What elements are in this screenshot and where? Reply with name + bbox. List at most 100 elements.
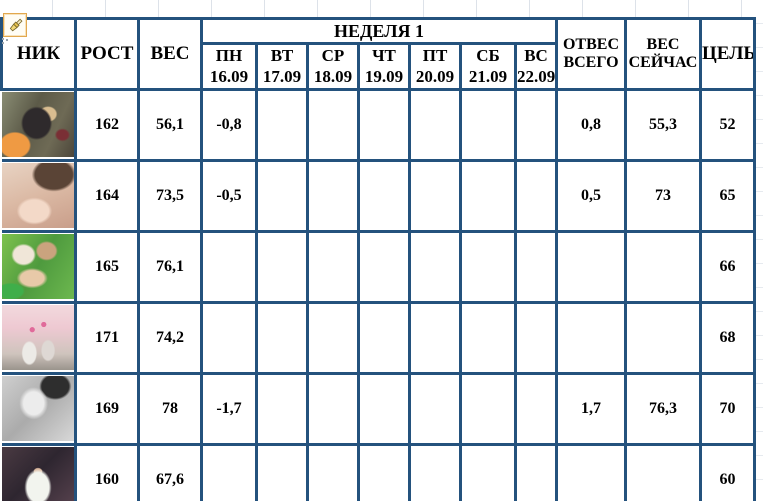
weight-cell[interactable]: 78 [137,371,203,446]
goal-cell[interactable]: 66 [699,229,756,304]
height-cell[interactable]: 162 [74,87,140,162]
height-cell[interactable]: 164 [74,158,140,233]
member-photo-cell[interactable] [1,442,77,501]
day-date: 19.09 [364,67,404,87]
goal-cell[interactable]: 52 [699,87,756,162]
day-cell-fri[interactable] [408,87,462,162]
day-date: 22.09 [517,67,556,87]
day-cell-wed[interactable] [306,87,360,162]
day-cell-tue[interactable] [255,371,309,446]
col-header-goal[interactable]: ЦЕЛЬ [699,17,756,91]
day-cell-sun[interactable] [514,371,558,446]
height-cell[interactable]: 160 [74,442,140,501]
weight-cell[interactable]: 76,1 [137,229,203,304]
day-cell-thu[interactable] [357,87,411,162]
day-header-tue[interactable]: ВТ 17.09 [255,42,309,91]
day-cell-thu[interactable] [357,300,411,375]
weight-now-cell[interactable] [624,300,702,375]
day-cell-mon[interactable]: -1,7 [200,371,258,446]
day-header-mon[interactable]: ПН 16.09 [200,42,258,91]
col-header-total-loss[interactable]: ОТВЕС ВСЕГО [555,17,627,91]
col-header-weight-now[interactable]: ВЕС СЕЙЧАС [624,17,702,91]
col-header-weight[interactable]: ВЕС [137,17,203,91]
col-header-height[interactable]: РОСТ [74,17,140,91]
goal-cell[interactable]: 60 [699,442,756,501]
height-cell[interactable]: 169 [74,371,140,446]
weight-now-cell[interactable]: 55,3 [624,87,702,162]
weight-cell[interactable]: 74,2 [137,300,203,375]
day-cell-wed[interactable] [306,371,360,446]
member-photo-cell[interactable] [1,229,77,304]
col-header-nick[interactable]: НИК [0,17,77,91]
weight-now-cell[interactable]: 73 [624,158,702,233]
weight-cell[interactable]: 56,1 [137,87,203,162]
member-photo-cell[interactable] [1,371,77,446]
day-cell-tue[interactable] [255,300,309,375]
day-cell-mon[interactable] [200,442,258,501]
day-cell-wed[interactable] [306,442,360,501]
format-painter-button[interactable] [3,13,27,37]
day-cell-mon[interactable] [200,300,258,375]
day-header-wed[interactable]: СР 18.09 [306,42,360,91]
day-cell-thu[interactable] [357,371,411,446]
member-row: 164 73,5 -0,5 0,5 73 65 [1,158,756,233]
day-cell-sun[interactable] [514,442,558,501]
day-cell-mon[interactable]: -0,5 [200,158,258,233]
day-cell-sat[interactable] [459,442,517,501]
day-cell-thu[interactable] [357,158,411,233]
day-cell-wed[interactable] [306,300,360,375]
day-header-sat[interactable]: СБ 21.09 [459,42,517,91]
member-photo-cell[interactable] [1,300,77,375]
weight-cell[interactable]: 73,5 [137,158,203,233]
total-loss-cell[interactable] [555,229,627,304]
day-cell-tue[interactable] [255,158,309,233]
day-cell-fri[interactable] [408,229,462,304]
weight-now-cell[interactable] [624,442,702,501]
day-cell-thu[interactable] [357,229,411,304]
goal-cell[interactable]: 65 [699,158,756,233]
height-cell[interactable]: 165 [74,229,140,304]
total-loss-cell[interactable] [555,300,627,375]
total-loss-cell[interactable]: 0,8 [555,87,627,162]
member-photo-cell[interactable] [1,158,77,233]
day-cell-fri[interactable] [408,442,462,501]
member-row: 165 76,1 66 [1,229,756,304]
day-cell-fri[interactable] [408,371,462,446]
day-cell-tue[interactable] [255,229,309,304]
day-cell-sat[interactable] [459,158,517,233]
day-cell-wed[interactable] [306,229,360,304]
weight-tracking-table: НИК РОСТ ВЕС НЕДЕЛЯ 1 ОТВЕС ВСЕГО ВЕС СЕ… [0,17,756,501]
day-cell-sat[interactable] [459,300,517,375]
day-cell-wed[interactable] [306,158,360,233]
day-cell-mon[interactable]: -0,8 [200,87,258,162]
day-cell-sun[interactable] [514,300,558,375]
day-cell-fri[interactable] [408,300,462,375]
day-cell-mon[interactable] [200,229,258,304]
day-cell-sun[interactable] [514,229,558,304]
height-cell[interactable]: 171 [74,300,140,375]
goal-cell[interactable]: 68 [699,300,756,375]
day-cell-sat[interactable] [459,229,517,304]
day-cell-sat[interactable] [459,371,517,446]
day-cell-sun[interactable] [514,158,558,233]
day-cell-sun[interactable] [514,87,558,162]
col-header-week1[interactable]: НЕДЕЛЯ 1 [200,17,558,45]
total-loss-cell[interactable]: 0,5 [555,158,627,233]
day-cell-fri[interactable] [408,158,462,233]
member-row: 160 67,6 60 [1,442,756,501]
day-cell-tue[interactable] [255,442,309,501]
day-header-thu[interactable]: ЧТ 19.09 [357,42,411,91]
day-header-fri[interactable]: ПТ 20.09 [408,42,462,91]
day-cell-thu[interactable] [357,442,411,501]
day-cell-sat[interactable] [459,87,517,162]
total-loss-cell[interactable]: 1,7 [555,371,627,446]
weight-cell[interactable]: 67,6 [137,442,203,501]
day-header-sun[interactable]: ВС 22.09 [514,42,558,91]
member-photo-cell[interactable] [1,87,77,162]
goal-cell[interactable]: 70 [699,371,756,446]
total-loss-cell[interactable] [555,442,627,501]
weight-now-cell[interactable] [624,229,702,304]
day-cell-tue[interactable] [255,87,309,162]
weight-now-cell[interactable]: 76,3 [624,371,702,446]
